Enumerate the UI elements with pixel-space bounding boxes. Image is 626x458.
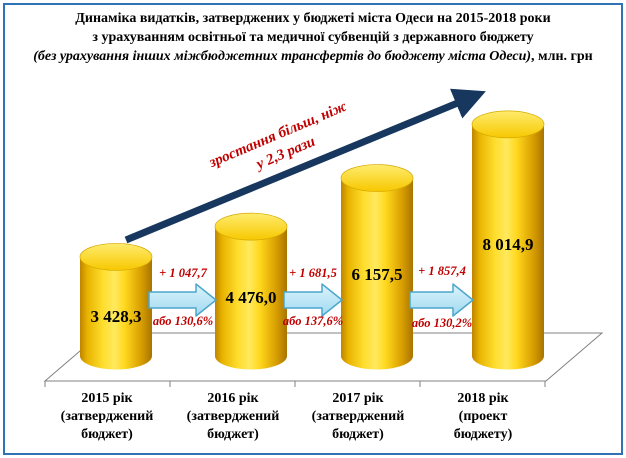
cylinder-body-3 [472, 124, 544, 356]
cylinder-top-0 [79, 243, 153, 271]
delta-amount-2015-2016: + 1 047,7 [159, 266, 207, 280]
trend-arrow [124, 88, 486, 244]
cylinder-body-0 [80, 256, 152, 356]
delta-percent-2017-2018: або 130,2% [411, 316, 473, 330]
cylinder-top-3 [471, 110, 545, 139]
delta-percent-2016-2017: або 137,6% [282, 314, 344, 328]
chart-title: Динаміка видатків, затверджених у бюджет… [12, 9, 614, 66]
increase-arrow-2 [409, 283, 474, 317]
cylinder-body-1 [215, 226, 287, 356]
delta-amount-2016-2017: + 1 681,5 [289, 266, 337, 280]
increase-arrow-0 [148, 283, 217, 317]
category-label-2017: 2017 рік (затверджений бюджет) [311, 391, 405, 442]
delta-percent-2015-2016: або 130,6% [152, 314, 214, 328]
category-label-2018: 2018 рік (проект бюджету) [453, 391, 513, 442]
chart-title-line1: Динаміка видатків, затверджених у бюджет… [75, 11, 551, 26]
bar-value-2017: 6 157,5 [351, 265, 403, 284]
category-label-2015: 2015 рік (затверджений бюджет) [60, 391, 154, 442]
delta-amount-2017-2018: + 1 857,4 [418, 264, 466, 278]
chart-title-line3-suffix: , млн. грн [531, 49, 593, 64]
bar-value-2018: 8 014,9 [482, 235, 534, 254]
cylinder-top-1 [214, 212, 288, 241]
chart-title-line3-italic: (без урахування інших міжбюджетних транс… [33, 49, 532, 64]
bar-value-2016: 4 476,0 [225, 288, 277, 307]
bar-value-2015: 3 428,3 [90, 307, 142, 326]
chart-title-line3: (без урахування інших міжбюджетних транс… [12, 47, 614, 66]
chart-title-line2: з урахуванням освітньої та медичної субв… [92, 30, 534, 45]
cylinder-top-2 [340, 164, 414, 192]
category-label-2016: 2016 рік (затверджений бюджет) [186, 391, 280, 442]
increase-arrow-1 [283, 283, 343, 317]
cylinder-body-2 [341, 178, 413, 356]
